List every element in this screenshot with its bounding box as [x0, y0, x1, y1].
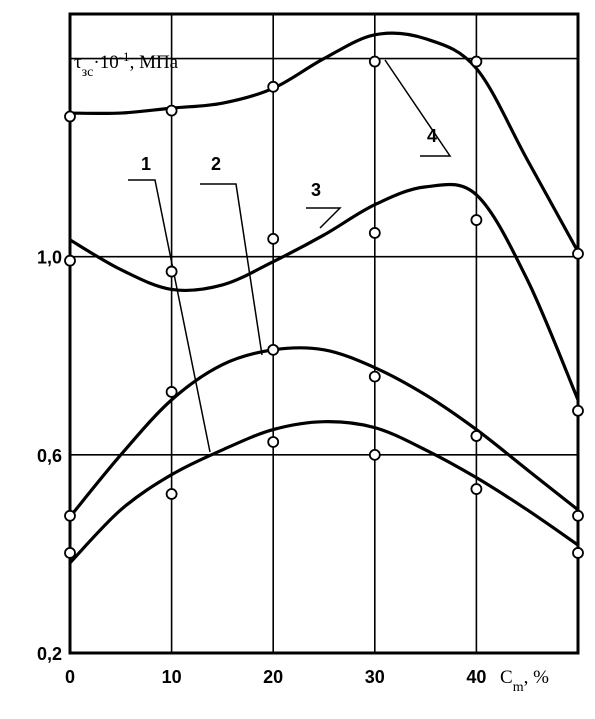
- fit-curve: [69, 182, 580, 401]
- y-tick-label: 1,0: [37, 248, 62, 268]
- legend-label: 1: [141, 154, 151, 174]
- data-point: [165, 104, 178, 117]
- x-axis-label: Cm, %: [500, 667, 549, 695]
- x-tick-label: 40: [466, 667, 486, 687]
- x-tick-label: 10: [162, 667, 182, 687]
- y-label-sup: -1: [119, 49, 130, 64]
- data-point: [165, 488, 178, 500]
- y-tick-label: 0,2: [37, 644, 62, 664]
- data-point: [165, 386, 178, 398]
- data-point: [572, 404, 584, 417]
- x-label-base: C: [500, 667, 513, 688]
- data-point: [165, 265, 178, 278]
- data-point: [470, 55, 483, 68]
- data-point: [470, 483, 483, 495]
- data-point: [267, 436, 280, 448]
- data-point: [64, 509, 76, 522]
- y-tick-label: 0,6: [37, 446, 62, 466]
- leader-line: [306, 207, 342, 229]
- data-point: [368, 55, 381, 68]
- leader-line: [200, 183, 263, 356]
- leader-line: [128, 179, 211, 453]
- data-point: [267, 232, 280, 245]
- leader-line: [384, 59, 452, 157]
- data-point: [64, 547, 76, 559]
- data-point: [64, 254, 76, 267]
- fit-curve: [68, 346, 579, 518]
- legend-label: 4: [427, 126, 437, 146]
- x-tick-label: 0: [65, 667, 75, 687]
- data-point: [64, 110, 76, 123]
- y-label-sub: зс: [82, 65, 94, 80]
- fit-curve: [69, 31, 580, 253]
- data-point: [470, 214, 483, 226]
- data-point: [368, 227, 381, 239]
- plot-frame: [68, 12, 580, 655]
- y-label-end: , МПа: [130, 52, 179, 73]
- y-label-base: τ: [74, 52, 82, 73]
- data-point: [470, 430, 483, 442]
- x-tick-label: 30: [365, 667, 385, 687]
- data-point: [368, 370, 381, 383]
- data-point: [267, 343, 280, 356]
- x-label-sub: m: [513, 680, 524, 695]
- x-label-end: , %: [524, 667, 550, 688]
- data-point: [267, 80, 280, 93]
- data-point: [572, 547, 584, 559]
- legend-label: 2: [211, 154, 221, 174]
- data-point: [368, 448, 381, 461]
- fit-curve: [68, 420, 579, 564]
- y-axis-label: τзс·10-1, МПа: [74, 49, 179, 80]
- y-label-mid: ·10: [93, 52, 118, 73]
- legend-label: 3: [311, 180, 321, 200]
- data-point: [572, 509, 584, 522]
- x-tick-label: 20: [263, 667, 283, 687]
- data-point: [572, 247, 584, 260]
